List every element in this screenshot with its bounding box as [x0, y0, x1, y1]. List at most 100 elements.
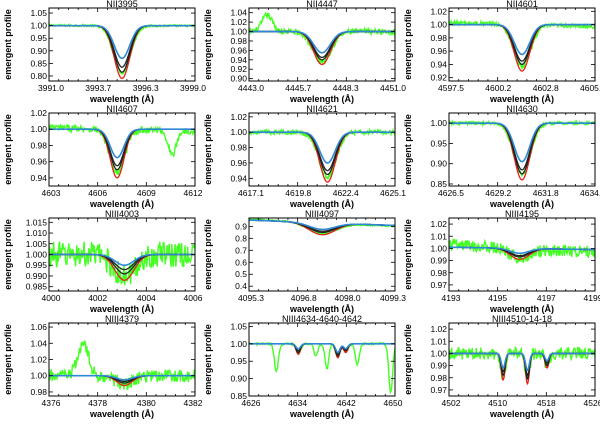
y-axis-label: emergent profile	[3, 219, 13, 290]
model-profile-line-2	[449, 122, 595, 175]
x-axis-label: wavelength (Å)	[289, 304, 354, 314]
plot-area	[49, 340, 195, 391]
y-tick-label: 0.96	[430, 46, 447, 56]
plot-area	[449, 345, 595, 386]
y-tick-label: 0.92	[430, 73, 447, 83]
plot-area	[449, 119, 595, 181]
x-tick-label: 4650	[384, 398, 403, 408]
y-tick-label: 0.6	[235, 257, 247, 267]
y-tick-label: 0.96	[230, 158, 247, 168]
y-tick-label: 1.04	[230, 8, 247, 18]
x-tick-label: 4631.8	[533, 188, 559, 198]
spectrum-panel-11: 4502 4510 4518 4526 0.97 0.98 0.99 1.00 1.01 1.02…	[403, 314, 600, 419]
x-axis-label: wavelength (Å)	[89, 199, 154, 209]
x-axis-label: wavelength (Å)	[489, 199, 554, 209]
y-tick-label: 0.95	[430, 138, 447, 148]
y-tick-label: 1.05	[230, 321, 247, 331]
y-axis-label: emergent profile	[3, 324, 13, 395]
y-tick-label: 0.95	[30, 33, 47, 43]
panel-title: NIII4097	[305, 209, 339, 219]
y-tick-label: 0.94	[30, 173, 47, 183]
spectrum-panel-10: 4626 4634 4642 4650 0.85 0.90 0.95 1.00 1.05 NIII…	[203, 314, 403, 419]
y-axis-label: emergent profile	[203, 114, 213, 185]
y-tick-label: 0.98	[230, 36, 247, 46]
x-tick-label: 4004	[137, 293, 156, 303]
y-axis-label: emergent profile	[3, 9, 13, 80]
y-tick-label: 0.90	[30, 46, 47, 56]
model-profile-line-4	[449, 246, 595, 255]
model-profile-line-4	[249, 219, 395, 231]
y-tick-label: 1.02	[230, 112, 247, 122]
model-profile-line-2	[49, 24, 195, 73]
x-axis-label: wavelength (Å)	[489, 409, 554, 419]
spectrum-panel-6: 4000 4002 4004 4006 0.9850.9900.9951.0001.00…	[3, 209, 203, 314]
y-axis-label: emergent profile	[403, 9, 413, 80]
x-tick-label: 4625.1	[380, 188, 406, 198]
y-tick-label: 1.00	[30, 124, 47, 134]
model-profile-line-4	[449, 23, 595, 56]
model-profile-line-3	[49, 24, 195, 68]
spectrum-panel-8: 4193 4195 4197 4199 0.97 0.98 0.99 1.00 1.01 1.02…	[403, 209, 600, 314]
x-axis-label: wavelength (Å)	[89, 94, 154, 104]
plot-area	[49, 123, 195, 179]
x-tick-label: 4597.5	[438, 83, 464, 93]
x-tick-label: 4095.3	[238, 293, 264, 303]
y-tick-label: 1.00	[430, 118, 447, 128]
x-tick-label: 4634.5	[580, 188, 600, 198]
y-axis-label: emergent profile	[403, 219, 413, 290]
x-tick-label: 4099.3	[380, 293, 406, 303]
plot-frame	[248, 7, 396, 82]
model-profile-line-4	[249, 343, 395, 354]
y-tick-label: 0.94	[230, 173, 247, 183]
plot-frame	[248, 322, 396, 397]
observed-spectrum-line	[249, 341, 395, 395]
panel-title: NII4601	[506, 0, 538, 9]
y-tick-label: 1.02	[430, 324, 447, 334]
y-tick-label: 1.00	[430, 20, 447, 30]
x-tick-label: 4096.8	[291, 293, 317, 303]
model-profile-line-4	[449, 122, 595, 163]
x-tick-label: 4626.5	[438, 188, 464, 198]
x-tick-label: 4518	[537, 398, 556, 408]
observed-spectrum-line	[49, 241, 195, 286]
y-tick-label: 1.04	[30, 338, 47, 348]
y-tick-label: 0.995	[26, 260, 48, 270]
x-tick-label: 4002	[88, 293, 107, 303]
y-tick-label: 0.9	[235, 221, 247, 231]
x-tick-label: 3991.0	[38, 83, 64, 93]
y-tick-label: 1.000	[26, 250, 48, 260]
model-profile-line-4	[449, 352, 595, 372]
y-tick-label: 1.02	[430, 6, 447, 16]
y-tick-label: 1.00	[30, 21, 47, 31]
x-tick-label: 4626	[242, 398, 261, 408]
model-profile-line-3	[249, 30, 395, 59]
x-axis-label: wavelength (Å)	[89, 304, 154, 314]
x-tick-label: 4197	[537, 293, 556, 303]
y-tick-label: 1.00	[30, 371, 47, 381]
y-axis-label: emergent profile	[403, 114, 413, 185]
panel-title: NII4621	[306, 104, 338, 114]
plot-area	[49, 23, 195, 80]
plot-area	[249, 218, 395, 236]
plot-frame	[48, 7, 196, 82]
model-profile-line-2	[449, 352, 595, 381]
x-tick-label: 4526	[584, 398, 600, 408]
plot-area	[49, 241, 195, 286]
y-tick-label: 1.01	[430, 231, 447, 241]
y-tick-label: 1.02	[30, 355, 47, 365]
model-profile-line-1	[49, 24, 195, 80]
x-tick-label: 4199	[584, 293, 600, 303]
model-profile-line-2	[449, 23, 595, 66]
panel-title: NIII4634-4640-4642	[282, 314, 362, 324]
x-tick-label: 4098.0	[335, 293, 361, 303]
x-tick-label: 4195	[488, 293, 507, 303]
y-tick-label: 0.985	[26, 282, 48, 292]
panel-title: NIII4003	[105, 209, 139, 219]
x-axis-label: wavelength (Å)	[289, 409, 354, 419]
observed-spectrum-line	[249, 11, 395, 66]
x-tick-label: 4451.0	[380, 83, 406, 93]
model-profile-line-4	[49, 128, 195, 159]
x-tick-label: 4619.8	[285, 188, 311, 198]
panel-title: NIII4379	[105, 314, 139, 324]
x-tick-label: 4448.3	[333, 83, 359, 93]
